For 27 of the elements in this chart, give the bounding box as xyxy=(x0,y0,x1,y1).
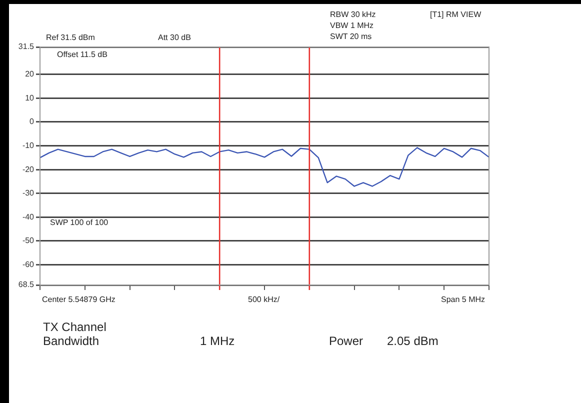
annotation: Offset 11.5 dB xyxy=(57,50,108,59)
y-tick-label: -20 xyxy=(22,164,35,174)
y-tick-label: -40 xyxy=(22,212,35,222)
text: 500 kHz/ xyxy=(248,295,280,304)
annotation: SWP 100 of 100 xyxy=(50,218,108,227)
y-tick-label: 68.5 xyxy=(18,280,35,290)
y-tick-label: 20 xyxy=(25,70,35,79)
text: Center 5.54879 GHz xyxy=(42,295,116,304)
text: Span 5 MHz xyxy=(441,295,486,304)
text: Bandwidth xyxy=(43,334,100,348)
y-tick-label: -30 xyxy=(22,188,35,198)
text: 1 MHz xyxy=(200,334,235,348)
text: TX Channel xyxy=(43,320,106,334)
y-tick-label: -60 xyxy=(22,260,35,269)
text: Att 30 dB xyxy=(158,33,191,42)
y-tick-label: 10 xyxy=(25,93,35,102)
y-tick-label: -50 xyxy=(22,236,35,246)
y-tick-label: 31.5 xyxy=(18,42,35,52)
text: SWT 20 ms xyxy=(330,32,372,41)
text: 2.05 dBm xyxy=(387,334,438,348)
text: RBW 30 kHz xyxy=(330,10,376,19)
text: [T1] RM VIEW xyxy=(430,10,482,19)
text: VBW 1 MHz xyxy=(330,21,374,30)
text: Power xyxy=(329,334,364,348)
text: Ref 31.5 dBm xyxy=(46,33,95,42)
y-tick-label: 0 xyxy=(30,117,35,126)
y-tick-label: -10 xyxy=(22,140,35,150)
